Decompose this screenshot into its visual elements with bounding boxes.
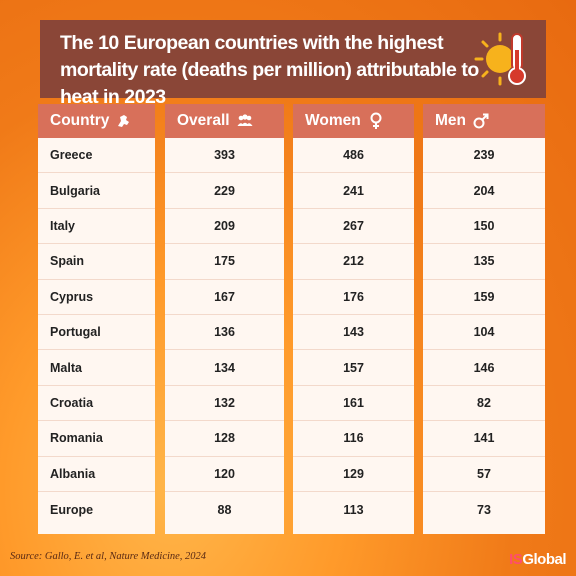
isglobal-logo: ISGlobal xyxy=(509,551,566,568)
women-header-label: Women xyxy=(305,112,361,129)
men-cell: 73 xyxy=(477,502,491,517)
men-cell: 146 xyxy=(423,350,545,386)
men-cell: 239 xyxy=(423,138,545,174)
country-cell: Albania xyxy=(38,457,155,492)
men-cell: 159 xyxy=(423,280,545,315)
europe-map-icon xyxy=(118,115,130,127)
overall-cell: 167 xyxy=(165,280,284,315)
country-cell: Portugal xyxy=(38,315,155,351)
country-cell: Europe xyxy=(50,502,94,517)
women-cell: 116 xyxy=(293,421,414,457)
country-cell: Romania xyxy=(38,421,155,457)
overall-cell: 88 xyxy=(217,502,232,517)
country-header-label: Country xyxy=(50,112,110,129)
overall-header: Overall xyxy=(165,104,284,138)
female-symbol-icon xyxy=(370,112,382,129)
women-cell: 143 xyxy=(293,315,414,351)
chart-title: The 10 European countries with the highe… xyxy=(60,32,479,108)
people-group-icon xyxy=(237,114,253,126)
title-banner: The 10 European countries with the highe… xyxy=(40,20,546,108)
women-cell: 176 xyxy=(293,280,414,315)
women-cell: 129 xyxy=(293,457,414,492)
women-cell: 212 xyxy=(293,244,414,280)
overall-cell: 134 xyxy=(165,350,284,386)
women-cell: 486 xyxy=(293,138,414,174)
sun-thermometer-icon xyxy=(474,32,526,86)
overall-cell: 175 xyxy=(165,244,284,280)
men-cell: 57 xyxy=(423,457,545,492)
country-column: Country Greece Bulgaria Italy Spain Cyprus Po… xyxy=(38,104,155,534)
men-cell: 82 xyxy=(423,386,545,422)
women-cell: 161 xyxy=(293,386,414,422)
men-header: Men xyxy=(423,104,545,138)
country-header: Country xyxy=(38,104,155,138)
country-cell: Malta xyxy=(38,350,155,386)
country-cell: Bulgaria xyxy=(38,173,155,209)
overall-cell: 393 xyxy=(165,138,284,174)
men-cell: 150 xyxy=(423,209,545,245)
women-cell: 157 xyxy=(293,350,414,386)
country-cell: Croatia xyxy=(38,386,155,422)
male-symbol-icon xyxy=(473,113,489,129)
country-cell: Italy xyxy=(38,209,155,245)
women-cell: 267 xyxy=(293,209,414,245)
overall-header-label: Overall xyxy=(177,112,230,129)
overall-cell: 132 xyxy=(165,386,284,422)
overall-cell: 209 xyxy=(165,209,284,245)
men-column: Men 239 204 150 135 159 104 146 82 141 57 73 xyxy=(423,104,545,534)
overall-cell: 229 xyxy=(165,173,284,209)
country-cell: Greece xyxy=(38,138,155,174)
women-header: Women xyxy=(293,104,414,138)
overall-column: Overall 393 229 209 175 167 136 134 132 128 120 88 xyxy=(165,104,284,534)
country-cell: Cyprus xyxy=(38,280,155,315)
men-cell: 204 xyxy=(423,173,545,209)
women-column: Women 486 241 267 212 176 143 157 161 116 129 113 xyxy=(293,104,414,534)
overall-cell: 128 xyxy=(165,421,284,457)
men-cell: 135 xyxy=(423,244,545,280)
overall-cell: 136 xyxy=(165,315,284,351)
overall-cell: 120 xyxy=(165,457,284,492)
men-header-label: Men xyxy=(435,112,466,129)
men-cell: 141 xyxy=(423,421,545,457)
men-cell: 104 xyxy=(423,315,545,351)
country-cell: Spain xyxy=(38,244,155,280)
women-cell: 241 xyxy=(293,173,414,209)
women-cell: 113 xyxy=(343,502,364,517)
source-note: Source: Gallo, E. et al, Nature Medicine… xyxy=(10,551,207,562)
